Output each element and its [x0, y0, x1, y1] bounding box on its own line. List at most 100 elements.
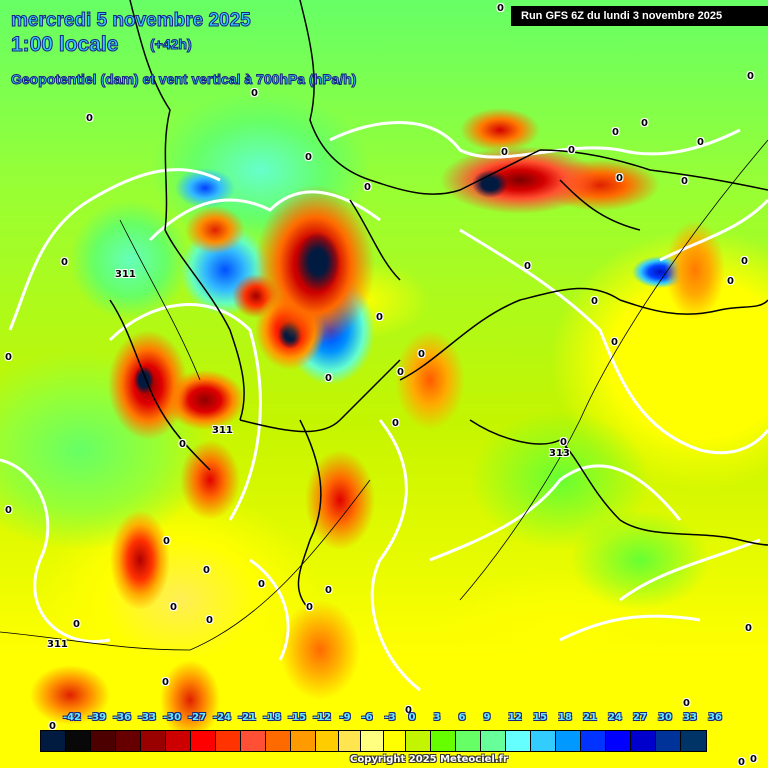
contour-label-zero: 0	[397, 367, 404, 378]
map-parameter-title: Geopotentiel (dam) et vent vertical à 70…	[10, 71, 357, 87]
legend-swatch	[91, 731, 116, 751]
legend-swatch	[581, 731, 606, 751]
contour-label-zero: 0	[203, 565, 210, 576]
legend-swatch	[191, 731, 216, 751]
contour-label-zero: 0	[325, 373, 332, 384]
legend-swatch	[656, 731, 681, 751]
contour-label-zero: 0	[305, 152, 312, 163]
contour-label-zero: 0	[170, 602, 177, 613]
legend-label: 21	[583, 712, 597, 723]
contour-label-zero: 0	[560, 437, 567, 448]
contour-label-zero: 0	[162, 677, 169, 688]
legend-swatch	[166, 731, 191, 751]
contour-label-zero: 0	[741, 256, 748, 267]
contour-label-zero: 0	[697, 137, 704, 148]
legend-label: -9	[339, 712, 351, 723]
legend-label: 30	[658, 712, 672, 723]
legend-swatch	[631, 731, 656, 751]
contour-label-zero: 0	[727, 276, 734, 287]
contour-label-zero: 0	[750, 754, 757, 765]
coastlines	[109, 0, 768, 611]
contour-label-zero: 0	[612, 127, 619, 138]
contour-label-zero: 0	[745, 623, 752, 634]
legend-label: -33	[137, 712, 157, 723]
contour-label-zero: 0	[179, 439, 186, 450]
contour-label-zero: 0	[524, 261, 531, 272]
contour-label-zero: 0	[611, 337, 618, 348]
contour-label-zero: 0	[501, 147, 508, 158]
contour-label-zero: 0	[641, 118, 648, 129]
contour-label-zero: 0	[325, 585, 332, 596]
legend-swatch	[141, 731, 166, 751]
legend-label: 18	[558, 712, 572, 723]
legend-label: 15	[533, 712, 547, 723]
copyright-text: Copyright 2025 Meteociel.fr	[350, 754, 508, 765]
legend-label: 3	[433, 712, 441, 723]
legend-swatch	[456, 731, 481, 751]
geopotential-label: 311	[212, 425, 233, 436]
legend-swatch	[338, 731, 361, 751]
legend-swatch	[316, 731, 339, 751]
legend-swatch	[361, 731, 384, 751]
legend-label: 9	[483, 712, 491, 723]
color-legend	[40, 730, 707, 752]
legend-swatch	[291, 731, 316, 751]
legend-label: -24	[212, 712, 232, 723]
legend-label: -27	[187, 712, 207, 723]
grid-lines	[0, 139, 768, 651]
legend-label: 36	[708, 712, 722, 723]
forecast-local-time: 1:00 locale	[10, 33, 119, 56]
contour-label-zero: 0	[5, 352, 12, 363]
contour-label-zero: 0	[86, 113, 93, 124]
geopotential-label: 311	[115, 269, 136, 280]
contour-label-zero: 0	[49, 721, 56, 732]
legend-label: -6	[361, 712, 373, 723]
legend-swatch	[216, 731, 241, 751]
contour-label-zero: 0	[61, 257, 68, 268]
contour-label-zero: 0	[73, 619, 80, 630]
contour-label-zero: 0	[681, 176, 688, 187]
legend-swatch	[241, 731, 266, 751]
legend-swatch	[556, 731, 581, 751]
legend-label: -42	[62, 712, 82, 723]
legend-label: 12	[508, 712, 522, 723]
contour-label-zero: 0	[392, 418, 399, 429]
legend-label: -15	[287, 712, 307, 723]
contour-label-zero: 0	[306, 602, 313, 613]
legend-swatch	[383, 731, 406, 751]
contour-label-zero: 0	[163, 536, 170, 547]
legend-label: -12	[312, 712, 332, 723]
legend-label: 6	[458, 712, 466, 723]
contour-label-zero: 0	[683, 698, 690, 709]
legend-swatch	[116, 731, 141, 751]
legend-swatch	[506, 731, 531, 751]
zero-contours	[0, 121, 768, 692]
contour-label-zero: 0	[616, 173, 623, 184]
contour-label-zero: 0	[206, 615, 213, 626]
contour-label-zero: 0	[568, 145, 575, 156]
legend-label: -18	[262, 712, 282, 723]
contour-label-zero: 0	[497, 3, 504, 14]
forecast-offset: (+42h)	[150, 36, 193, 52]
legend-swatch	[41, 731, 66, 751]
legend-swatch	[681, 731, 706, 751]
model-run-label: Run GFS 6Z du lundi 3 novembre 2025	[511, 6, 768, 26]
legend-label: -3	[384, 712, 396, 723]
contour-label-zero: 0	[747, 71, 754, 82]
contour-label-zero: 0	[5, 505, 12, 516]
legend-label: 27	[633, 712, 647, 723]
contour-label-zero: 0	[376, 312, 383, 323]
legend-swatch	[481, 731, 506, 751]
contour-label-zero: 0	[738, 757, 745, 768]
legend-label: -21	[237, 712, 257, 723]
geopotential-label: 313	[549, 448, 570, 459]
contour-label-zero: 0	[251, 88, 258, 99]
legend-swatch	[431, 731, 456, 751]
legend-label: -36	[112, 712, 132, 723]
contour-label-zero: 0	[364, 182, 371, 193]
legend-label: 33	[683, 712, 697, 723]
legend-label: 0	[408, 712, 416, 723]
legend-label: -30	[162, 712, 182, 723]
forecast-date: mercredi 5 novembre 2025	[11, 10, 252, 31]
